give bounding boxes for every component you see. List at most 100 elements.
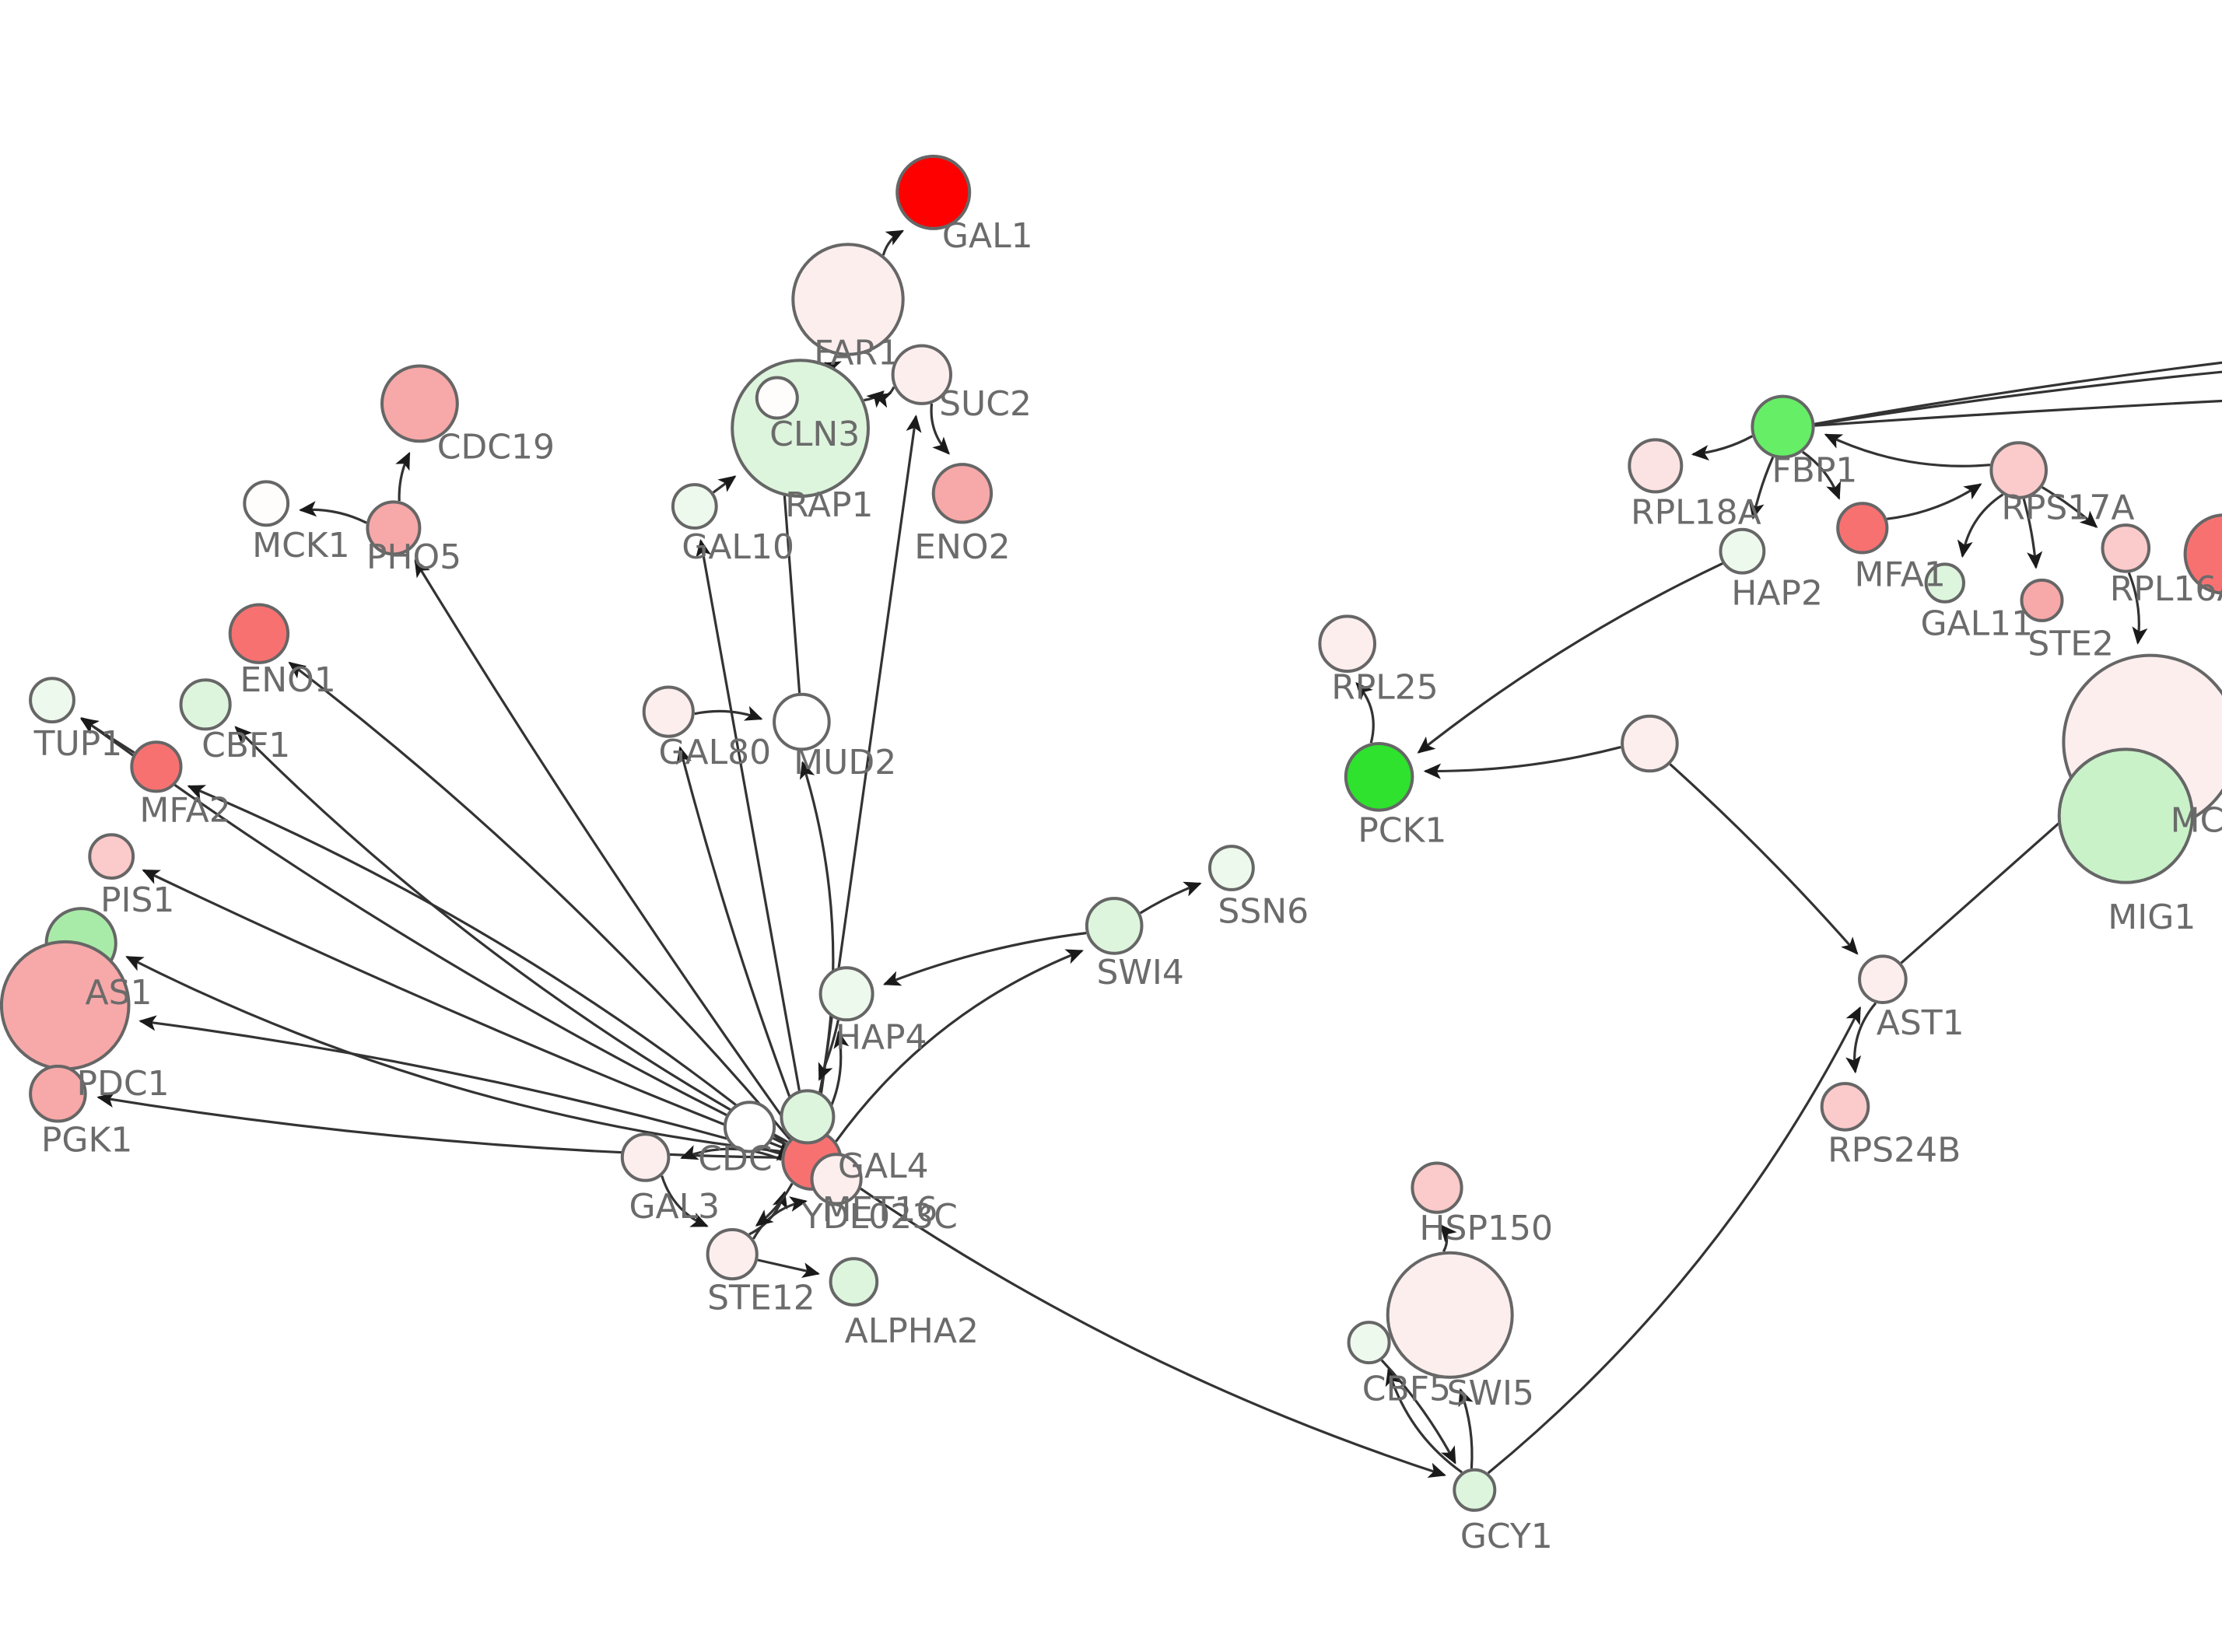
graph-node-hsp150[interactable] — [1411, 1161, 1463, 1214]
graph-node-mfa2[interactable] — [130, 740, 183, 793]
graph-edge — [395, 451, 411, 502]
graph-edge — [288, 661, 791, 1140]
node-label-pho5: PHO5 — [366, 537, 461, 577]
graph-node-unlabeled[interactable] — [1621, 714, 1679, 773]
node-label-pis1: PIS1 — [100, 880, 174, 920]
graph-edge — [1423, 746, 1621, 779]
graph-node-rpl18a[interactable] — [1628, 438, 1684, 494]
graph-edge — [776, 1143, 793, 1161]
graph-node-cbf5[interactable] — [1347, 1321, 1391, 1365]
graph-node-cdc[interactable] — [723, 1101, 776, 1153]
graph-edge — [234, 726, 788, 1143]
graph-node-fbp1[interactable] — [1751, 394, 1815, 459]
graph-node-tup1[interactable] — [29, 677, 75, 724]
graph-node-his4[interactable] — [2183, 513, 2222, 595]
graph-node-ydl023c[interactable] — [810, 1153, 863, 1206]
graph-node-gal3[interactable] — [620, 1132, 671, 1182]
graph-node-mud2[interactable] — [773, 692, 831, 751]
graph-node-alpha2[interactable] — [829, 1257, 879, 1307]
graph-node-gal80[interactable] — [642, 685, 695, 738]
graph-edge — [142, 869, 785, 1150]
graph-node-ast1[interactable] — [1858, 954, 1908, 1004]
graph-edge — [1458, 1388, 1474, 1469]
graph-node-far1[interactable] — [791, 243, 905, 356]
graph-edge — [1801, 450, 1842, 500]
node-label-rap1: RAP1 — [785, 485, 873, 525]
node-label-fbp1: FBP1 — [1772, 450, 1857, 490]
graph-node-eno2[interactable] — [931, 463, 994, 524]
graph-node-mig1[interactable] — [2057, 747, 2194, 884]
graph-edge — [1669, 763, 1859, 955]
node-label-cdc: CDC — [698, 1139, 772, 1179]
graph-edge — [1845, 1002, 1877, 1074]
graph-edge — [748, 1190, 788, 1236]
graph-node-hap2[interactable] — [1719, 527, 1766, 575]
graph-node-pho5[interactable] — [366, 500, 422, 556]
graph-node-gal1[interactable] — [895, 154, 972, 230]
graph-node-pck1[interactable] — [1344, 742, 1414, 812]
graph-node-swi4[interactable] — [1085, 897, 1144, 955]
node-label-tup1: TUP1 — [33, 724, 123, 764]
node-label-rpl25: RPL25 — [1331, 667, 1439, 707]
node-label-cbf1: CBF1 — [202, 726, 290, 765]
graph-node-rpl16a[interactable] — [2101, 523, 2151, 573]
node-label-far1: FAR1 — [814, 334, 899, 373]
graph-node-gal11[interactable] — [1924, 562, 1966, 604]
graph-node-pgk1[interactable] — [29, 1064, 87, 1123]
node-layer — [0, 154, 2222, 1512]
node-label-pgk1: PGK1 — [41, 1121, 132, 1160]
node-label-gal80: GAL80 — [658, 733, 771, 772]
graph-edge — [881, 229, 905, 256]
graph-edge — [676, 746, 804, 1132]
node-label-hsp150: HSP150 — [1419, 1209, 1553, 1248]
graph-node-met16[interactable] — [780, 1089, 836, 1145]
graph-node-gcy1[interactable] — [1453, 1468, 1497, 1512]
graph-node-cdc19[interactable] — [380, 364, 459, 443]
graph-node-suc2[interactable] — [891, 344, 953, 405]
node-label-ydl023c: YDL023C — [801, 1197, 958, 1237]
graph-node-pis1[interactable] — [88, 833, 135, 880]
graph-node-eno1[interactable] — [228, 603, 290, 664]
graph-node-rpl25[interactable] — [1318, 614, 1376, 674]
graph-node-gal10[interactable] — [671, 483, 718, 530]
node-label-suc2: SUC2 — [939, 384, 1032, 424]
node-label-his4: HIS4 — [2220, 593, 2222, 632]
node-label-as1: AS1 — [85, 973, 152, 1013]
graph-edge — [1814, 370, 2222, 426]
graph-node-rps17a[interactable] — [1989, 441, 2048, 499]
graph-node-cbf1[interactable] — [179, 678, 232, 731]
graph-edge — [694, 705, 763, 721]
graph-edge — [299, 501, 367, 524]
node-label-ste12: STE12 — [707, 1278, 815, 1318]
graph-node-ste12[interactable] — [706, 1228, 759, 1281]
node-label-gcy1: GCY1 — [1460, 1517, 1553, 1556]
graph-edge — [1814, 399, 2222, 427]
node-label-rpl18a: RPL18A — [1631, 492, 1761, 532]
graph-edge — [930, 403, 950, 455]
graph-edge — [1824, 433, 1991, 467]
graph-edge — [661, 1175, 709, 1227]
node-label-alpha2: ALPHA2 — [845, 1311, 979, 1351]
graph-node-mck1[interactable] — [243, 480, 290, 527]
graph-node-ste2[interactable] — [2020, 578, 2064, 622]
graph-node-ssn6[interactable] — [1208, 845, 1255, 891]
graph-node-mfa1[interactable] — [1836, 502, 1889, 555]
node-label-ast1: AST1 — [1877, 1003, 1964, 1043]
graph-node-swi5[interactable] — [1386, 1251, 1514, 1379]
graph-node-rap1[interactable] — [755, 376, 799, 420]
node-label-pck1: PCK1 — [1358, 811, 1446, 851]
graph-node-hap4[interactable] — [818, 966, 874, 1022]
graph-edge — [1887, 483, 1982, 520]
node-label-ste2: STE2 — [2027, 625, 2114, 664]
graph-node-rps24b[interactable] — [1820, 1082, 1870, 1132]
graph-edge — [1814, 361, 2222, 425]
node-label-gal10: GAL10 — [682, 527, 794, 567]
graph-edge — [755, 1182, 794, 1227]
graph-edge — [1748, 457, 1775, 520]
graph-edge — [835, 949, 1084, 1143]
graph-edge — [838, 1172, 1446, 1478]
node-label-gal1: GAL1 — [942, 216, 1033, 256]
node-label-mcm1: MCM1 — [2171, 801, 2222, 841]
